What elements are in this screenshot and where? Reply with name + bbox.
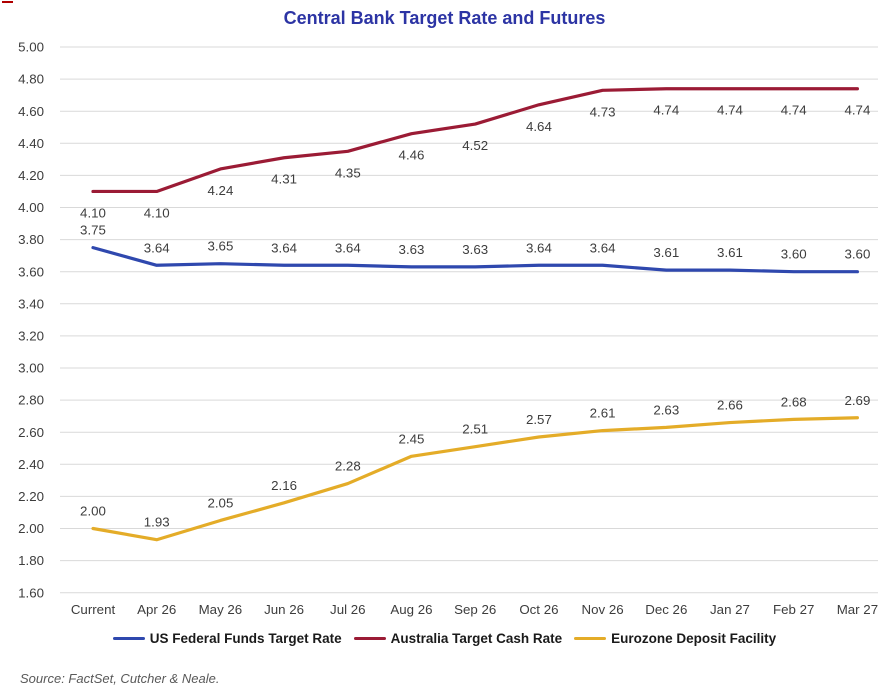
data-label: 3.61 [653, 245, 679, 260]
data-label: 4.74 [844, 103, 870, 118]
legend-label-us: US Federal Funds Target Rate [149, 631, 342, 646]
legend-line-swatch-us [112, 636, 145, 641]
data-label: 1.93 [144, 515, 170, 530]
y-axis-tick-label: 1.80 [18, 553, 44, 568]
legend-item-australia-cash-rate: Australia Target Cash Rate [353, 631, 563, 646]
x-axis-tick-label: Feb 27 [773, 602, 814, 617]
y-axis-tick-label: 3.40 [18, 296, 44, 311]
data-label: 4.74 [717, 103, 743, 118]
y-axis-tick-label: 3.80 [18, 232, 44, 247]
y-axis-tick-label: 3.60 [18, 264, 44, 279]
chart-legend: US Federal Funds Target Rate Australia T… [0, 631, 889, 646]
x-axis-tick-label: Jun 26 [264, 602, 304, 617]
data-label: 2.68 [781, 394, 807, 409]
y-axis-tick-label: 2.40 [18, 457, 44, 472]
legend-label-australia: Australia Target Cash Rate [390, 631, 563, 646]
data-label: 3.64 [144, 240, 170, 255]
data-label: 3.64 [335, 240, 361, 255]
data-label: 4.64 [526, 119, 552, 134]
source-note: Source: FactSet, Cutcher & Neale. [20, 671, 220, 686]
data-label: 3.64 [590, 240, 616, 255]
data-label: 3.64 [271, 240, 297, 255]
x-axis-tick-label: Jul 26 [330, 602, 365, 617]
data-label: 2.57 [526, 412, 552, 427]
legend-label-eurozone: Eurozone Deposit Facility [611, 631, 777, 646]
data-label: 2.69 [844, 393, 870, 408]
x-axis-tick-label: Nov 26 [582, 602, 624, 617]
chart-title: Central Bank Target Rate and Futures [283, 8, 606, 28]
y-axis-tick-label: 5.00 [18, 40, 44, 55]
y-axis-tick-label: 4.40 [18, 136, 44, 151]
legend-item-us-federal-funds: US Federal Funds Target Rate [112, 631, 342, 646]
data-label: 2.51 [462, 422, 488, 437]
x-axis-tick-label: Jan 27 [710, 602, 750, 617]
data-label: 2.16 [271, 478, 297, 493]
y-axis-tick-label: 2.00 [18, 521, 44, 536]
series-line-0 [91, 246, 860, 274]
data-label: 3.60 [781, 247, 807, 262]
x-axis-tick-label: Sep 26 [454, 602, 496, 617]
data-label: 3.61 [717, 245, 743, 260]
legend-line-swatch-australia [353, 636, 386, 641]
data-label: 4.74 [781, 103, 807, 118]
x-axis-tick-label: Oct 26 [519, 602, 558, 617]
x-axis-tick-label: Mar 27 [837, 602, 878, 617]
data-label: 4.35 [335, 165, 361, 180]
data-label: 2.66 [717, 398, 743, 413]
data-label: 2.00 [80, 504, 106, 519]
data-label: 3.60 [844, 247, 870, 262]
chart-plot-area: 5.00 4.80 4.60 4.40 4.20 4.00 3.80 3.60 3.40 3.20… [18, 40, 878, 617]
data-label: 4.10 [80, 205, 106, 220]
data-label: 3.65 [207, 239, 233, 254]
data-label: 2.63 [653, 402, 679, 417]
data-label: 2.61 [590, 406, 616, 421]
x-axis-tick-label: Dec 26 [645, 602, 687, 617]
y-axis-tick-label: 4.80 [18, 72, 44, 87]
data-label: 2.05 [207, 495, 233, 510]
data-label: 4.24 [207, 183, 233, 198]
data-label: 4.52 [462, 138, 488, 153]
data-label: 4.31 [271, 172, 297, 187]
series-line-2 [91, 416, 860, 542]
data-label: 4.46 [399, 148, 425, 163]
x-axis-tick-label: Aug 26 [390, 602, 432, 617]
legend-item-eurozone-deposit: Eurozone Deposit Facility [574, 631, 776, 646]
y-axis-tick-label: 2.20 [18, 489, 44, 504]
legend-line-swatch-eurozone [574, 636, 607, 641]
data-label: 3.63 [399, 242, 425, 257]
data-label: 3.63 [462, 242, 488, 257]
y-axis-tick-label: 1.60 [18, 585, 44, 600]
y-axis-tick-label: 4.60 [18, 104, 44, 119]
data-label: 3.75 [80, 223, 106, 238]
series-line-1 [91, 87, 860, 194]
data-label: 4.10 [144, 205, 170, 220]
y-axis-tick-label: 3.20 [18, 329, 44, 344]
y-axis-tick-label: 2.60 [18, 425, 44, 440]
data-label: 2.45 [399, 431, 425, 446]
y-axis-tick-label: 4.20 [18, 168, 44, 183]
x-axis-tick-label: May 26 [199, 602, 243, 617]
data-label: 4.73 [590, 104, 616, 119]
y-axis-tick-label: 2.80 [18, 393, 44, 408]
data-label: 2.28 [335, 459, 361, 474]
data-label: 4.74 [653, 103, 679, 118]
data-label: 3.64 [526, 240, 552, 255]
y-axis-tick-label: 3.00 [18, 361, 44, 376]
x-axis-tick-label: Apr 26 [137, 602, 176, 617]
x-axis-tick-label: Current [71, 602, 116, 617]
y-axis-tick-label: 4.00 [18, 200, 44, 215]
screenshot-artifact-mark [2, 1, 13, 3]
